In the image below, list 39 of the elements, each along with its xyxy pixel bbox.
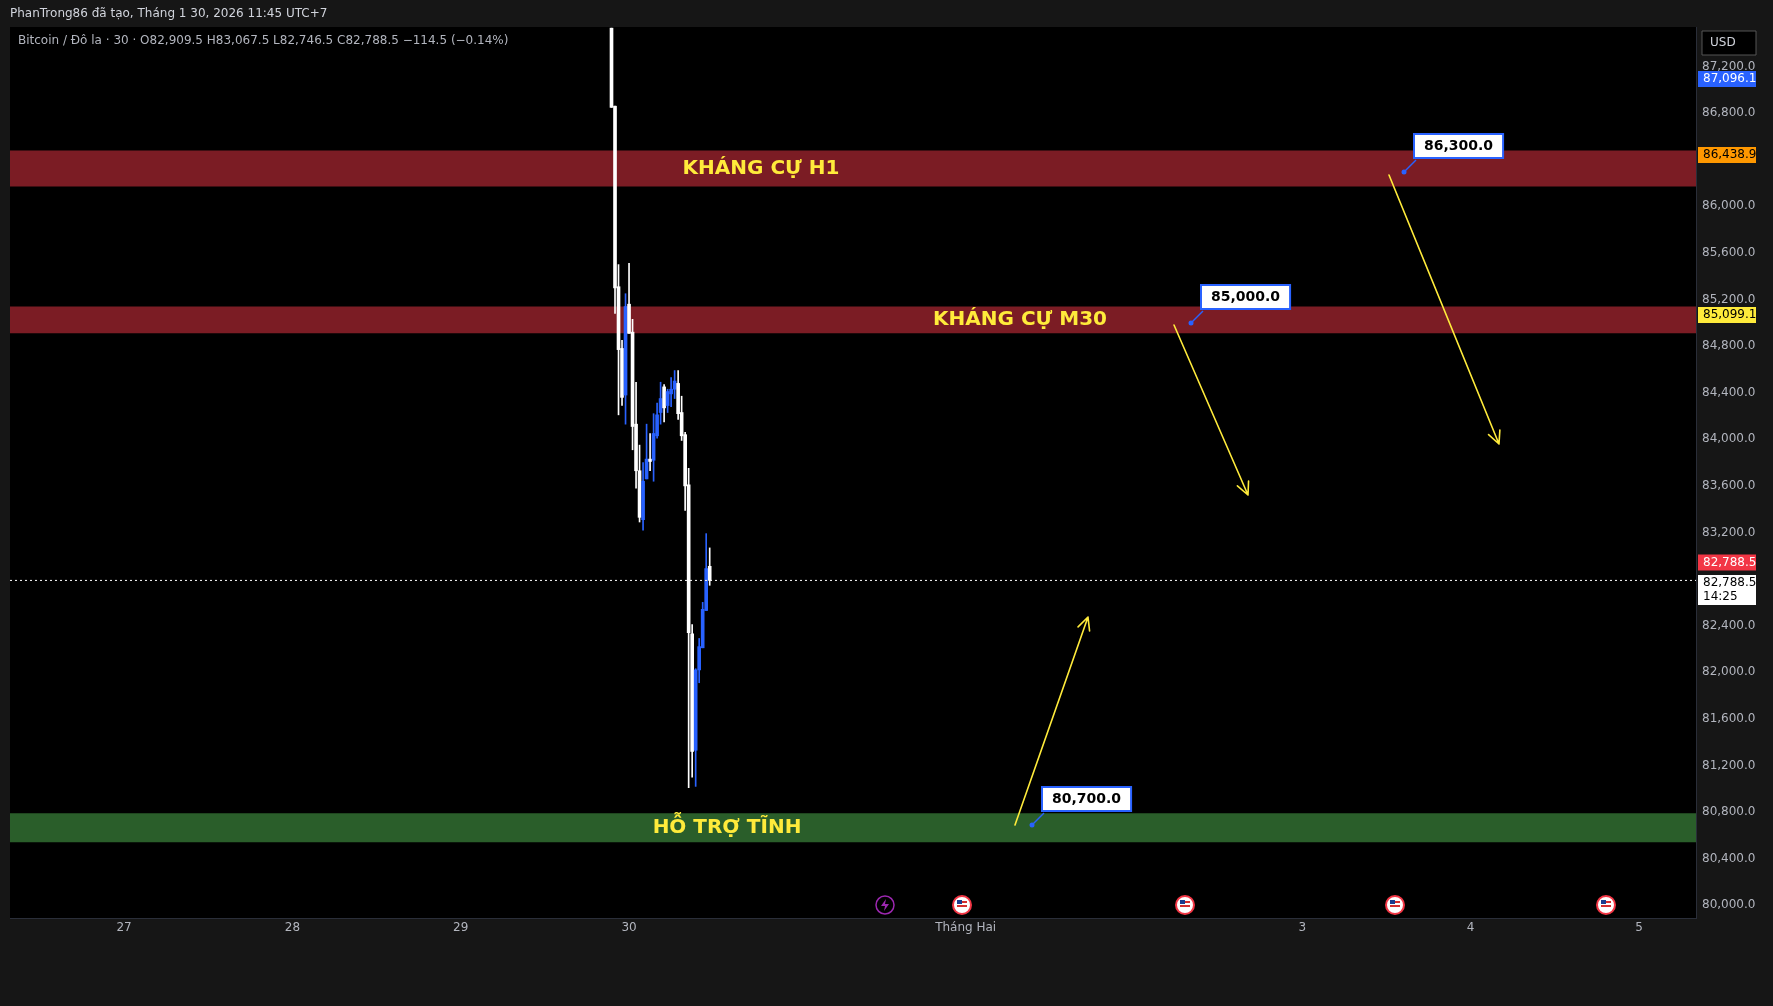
- x-tick-label: 5: [1635, 920, 1643, 935]
- annotation: 86,300.0: [1424, 136, 1494, 153]
- x-tick-label: 29: [453, 920, 469, 935]
- text: 87,096.1: [1703, 71, 1757, 86]
- text: 82,788.5 14:25: [1703, 575, 1757, 604]
- x-tick-label: 28: [284, 920, 301, 935]
- x-tick-label: 3: [1298, 920, 1307, 935]
- annotation: 85,000.0: [1211, 287, 1281, 304]
- y-tick-label: 80,000.0: [1702, 897, 1756, 912]
- x-tick-label: 4: [1466, 920, 1475, 935]
- y-tick-label: 82,000.0: [1702, 664, 1756, 679]
- x-tick-label: 27: [116, 920, 132, 935]
- y-axis-title: USD: [1710, 35, 1736, 50]
- y-tick-label: 80,400.0: [1702, 850, 1756, 865]
- text: 85,099.1: [1703, 307, 1757, 322]
- text: Bitcoin / Đô la · 30 · O82,909.5 H83,067.5 L82,746.5 C82,788.5 −114.5 (−0.14%): [18, 33, 509, 48]
- ref-line-label: 82,788.5: [1703, 554, 1757, 569]
- text: 86,438.9: [1703, 147, 1757, 162]
- x-tick-label: 30: [621, 920, 637, 935]
- y-tick-label: 86,000.0: [1702, 198, 1756, 213]
- y-tick-label: 87,200.0: [1702, 58, 1756, 73]
- band-label: HỖ TRỢ TĨNH: [652, 810, 802, 838]
- y-tick-label: 86,800.0: [1702, 105, 1756, 120]
- y-tick-label: 80,800.0: [1702, 804, 1756, 819]
- y-tick-label: 83,600.0: [1702, 478, 1756, 493]
- annotation: 80,700.0: [1052, 789, 1122, 806]
- y-tick-label: 84,800.0: [1702, 338, 1756, 353]
- y-tick-label: 83,200.0: [1702, 524, 1756, 539]
- band-label: KHÁNG CỰ M30: [933, 306, 1107, 331]
- y-tick-label: 82,400.0: [1702, 617, 1756, 632]
- x-tick-label: Tháng Hai: [934, 920, 997, 935]
- band-label: KHÁNG CỰ H1: [682, 154, 840, 179]
- y-tick-label: 85,600.0: [1702, 245, 1756, 260]
- y-tick-label: 84,000.0: [1702, 431, 1756, 446]
- y-tick-label: 81,200.0: [1702, 757, 1756, 772]
- y-tick-label: 85,200.0: [1702, 291, 1756, 306]
- y-tick-label: 81,600.0: [1702, 710, 1756, 725]
- y-tick-label: 84,400.0: [1702, 384, 1756, 399]
- chart-title: PhanTrong86 đã tạo, Tháng 1 30, 2026 11:45 UTC+7: [10, 6, 328, 21]
